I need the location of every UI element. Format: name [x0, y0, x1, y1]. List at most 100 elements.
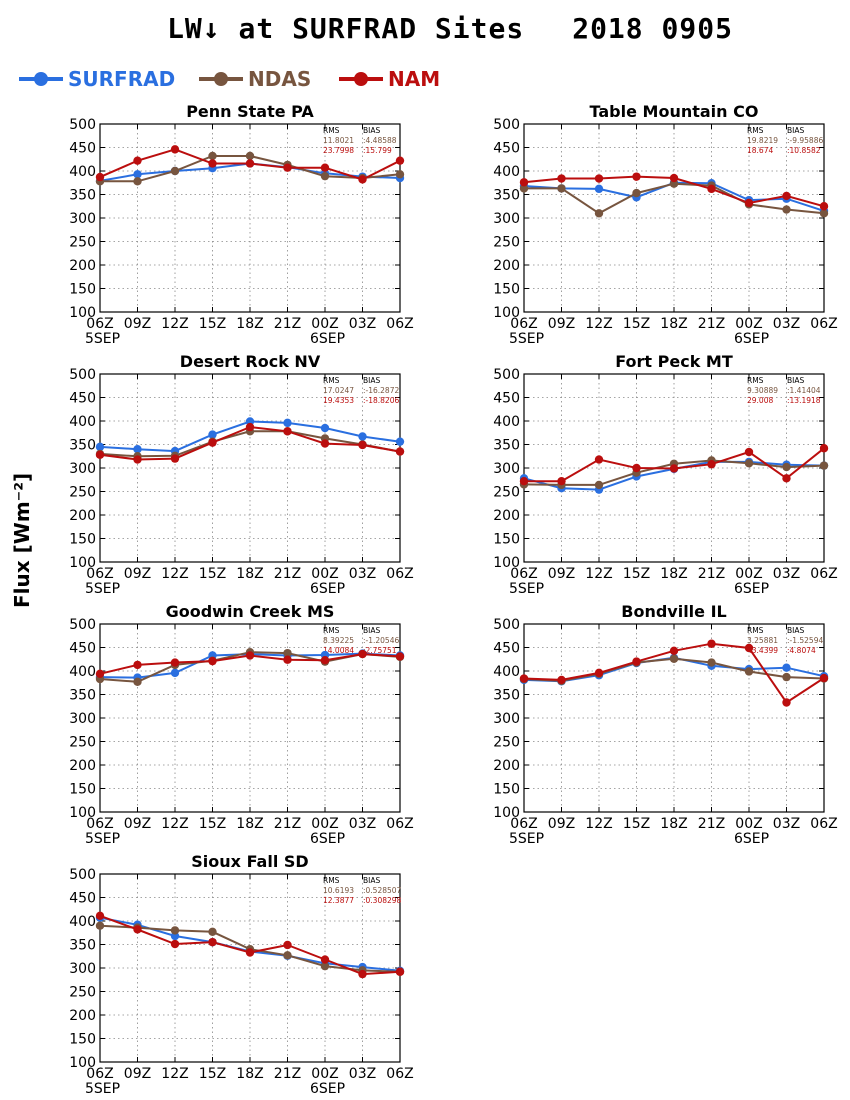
x-tick-label: 12Z [585, 816, 612, 832]
stats-bias-value: :-1.20546 [363, 636, 399, 645]
data-point [245, 159, 255, 168]
x-tick-label: 06Z [386, 1066, 413, 1082]
y-tick-label: 300 [69, 711, 96, 727]
x-date-label: 6SEP [310, 1081, 345, 1097]
data-point [594, 209, 604, 218]
y-tick-label: 500 [69, 617, 96, 633]
data-point [170, 166, 180, 176]
x-tick-label: 06Z [386, 566, 413, 582]
data-point [632, 463, 641, 473]
data-point [283, 655, 292, 664]
data-point [707, 460, 716, 469]
chart-title: Penn State PA [186, 102, 314, 121]
data-point [170, 926, 180, 935]
data-point [594, 174, 604, 183]
stats-header-rms: RMS [747, 126, 764, 135]
x-date-label: 6SEP [734, 831, 769, 847]
y-tick-label: 200 [69, 258, 96, 274]
y-tick-label: 350 [493, 438, 520, 454]
data-point [669, 464, 679, 473]
data-point [170, 668, 180, 678]
x-tick-label: 15Z [199, 566, 226, 582]
data-point [519, 674, 529, 683]
y-tick-label: 400 [69, 914, 96, 930]
x-tick-label: 03Z [773, 566, 800, 582]
data-point [782, 474, 791, 483]
x-date-label: 5SEP [509, 581, 544, 597]
y-tick-label: 350 [69, 438, 96, 454]
data-point [208, 656, 217, 666]
x-tick-label: 03Z [773, 816, 800, 832]
data-point [208, 159, 217, 168]
data-point [95, 442, 105, 452]
data-point [95, 450, 105, 460]
y-tick-label: 500 [493, 617, 520, 633]
chart-title: Fort Peck MT [615, 352, 733, 371]
data-point [358, 649, 367, 659]
x-tick-label: 09Z [124, 816, 151, 832]
data-point [632, 188, 641, 198]
data-point [782, 698, 791, 707]
y-tick-label: 300 [69, 461, 96, 477]
chart-3: 100 150 200 250 300 350 400 450 500 06Z 09Z 12Z 15Z 1… [493, 352, 837, 597]
y-tick-label: 450 [69, 391, 96, 407]
series-nam [519, 444, 829, 486]
x-date-label: 6SEP [734, 331, 769, 347]
stats-rms-value: 19.4353 [323, 396, 354, 405]
data-point [519, 178, 529, 187]
x-tick-label: 06Z [386, 816, 413, 832]
series-nam [95, 649, 405, 679]
x-tick-label: 12Z [585, 316, 612, 332]
stats-rms-value: 3.25881 [747, 636, 778, 645]
stats-rms-value: 11.8021 [323, 136, 354, 145]
x-tick-label: 06Z [510, 816, 537, 832]
chart-title: Table Mountain CO [590, 102, 759, 121]
y-tick-label: 100 [69, 1055, 96, 1071]
x-tick-label: 03Z [349, 1066, 376, 1082]
data-point [819, 461, 829, 470]
x-tick-label: 06Z [86, 316, 113, 332]
data-point [358, 440, 367, 450]
y-tick-label: 100 [493, 305, 520, 321]
chart-6: 100 150 200 250 300 350 400 450 500 06Z 09Z 12Z 15Z 1… [69, 852, 413, 1097]
data-point [707, 658, 716, 667]
x-date-label: 6SEP [310, 581, 345, 597]
stats-rms-value: 23.7998 [323, 146, 354, 155]
data-point [245, 651, 255, 660]
data-point [557, 174, 566, 183]
x-tick-label: 12Z [161, 1066, 188, 1082]
y-tick-label: 300 [493, 461, 520, 477]
data-point [557, 476, 566, 486]
x-tick-label: 15Z [623, 566, 650, 582]
stats-rms-value: 8.39225 [323, 636, 354, 645]
x-date-label: 5SEP [85, 1081, 120, 1097]
data-point [632, 657, 641, 666]
data-point [133, 156, 142, 165]
y-tick-label: 250 [69, 735, 96, 751]
stats-rms-value: 14.0084 [323, 646, 354, 655]
series-nam [519, 639, 829, 707]
y-tick-label: 450 [493, 391, 520, 407]
x-tick-label: 12Z [585, 566, 612, 582]
stats-bias-value: :4.48588 [363, 136, 397, 145]
legend-label-nam: NAM [388, 67, 441, 91]
y-tick-label: 400 [69, 164, 96, 180]
data-point [208, 937, 217, 947]
chart-2: 100 150 200 250 300 350 400 450 500 06Z 09Z 12Z 15Z 1… [69, 352, 413, 597]
chart-title: Desert Rock NV [180, 352, 321, 371]
data-point [208, 927, 217, 937]
legend-label-surfrad: SURFRAD [68, 67, 176, 91]
title-text: LW↓ at SURFRAD Sites [167, 12, 525, 45]
x-tick-label: 00Z [311, 816, 338, 832]
x-tick-label: 21Z [698, 316, 725, 332]
title-date: 2018 0905 [572, 12, 733, 45]
data-point [669, 173, 679, 183]
x-tick-label: 15Z [623, 816, 650, 832]
series-nam [95, 911, 405, 979]
y-tick-label: 300 [493, 711, 520, 727]
x-tick-label: 06Z [86, 1066, 113, 1082]
x-tick-label: 21Z [698, 816, 725, 832]
data-point [208, 430, 217, 439]
x-tick-label: 21Z [698, 566, 725, 582]
x-tick-label: 15Z [199, 1066, 226, 1082]
